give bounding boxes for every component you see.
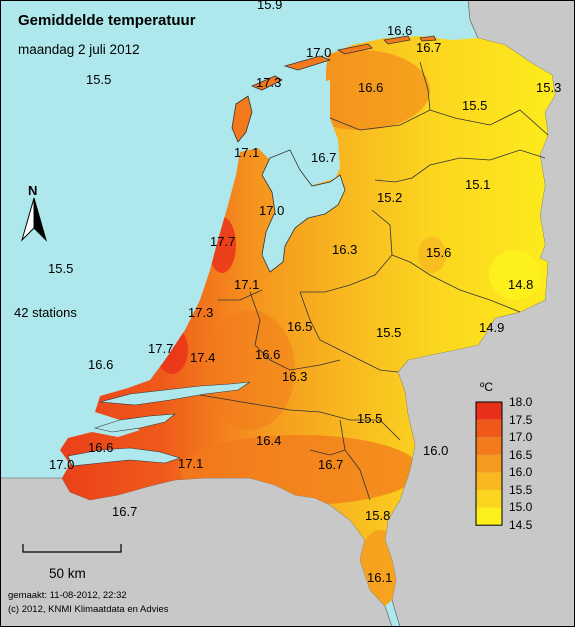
station-value: 17.1: [234, 277, 259, 292]
terschelling-island: [283, 55, 332, 71]
station-value: 17.3: [188, 305, 213, 320]
schiermonnikoog-island: [383, 35, 411, 45]
station-value: 15.1: [465, 177, 490, 192]
legend-tick: 18.0: [509, 395, 533, 409]
vlieland-island: [250, 75, 283, 91]
legend-swatch: [476, 454, 502, 473]
credits-copyright: (c) 2012, KNMI Klimaatdata en Advies: [8, 604, 169, 615]
station-value: 17.1: [178, 456, 203, 471]
scale-bar: 50 km: [22, 544, 122, 581]
ijsselmeer: [261, 149, 346, 273]
stations-count: 42 stations: [14, 305, 77, 320]
station-value: 14.8: [508, 277, 533, 292]
station-value: 16.7: [311, 150, 336, 165]
station-value: 17.0: [259, 203, 284, 218]
station-value: 16.3: [332, 242, 357, 257]
legend-tick: 17.0: [509, 430, 533, 444]
rottumeroog-island: [419, 35, 437, 42]
sea-value: 15.5: [48, 261, 73, 276]
station-value: 16.6: [358, 80, 383, 95]
legend-tick: 15.5: [509, 483, 533, 497]
north-arrow-icon: N: [20, 183, 48, 242]
station-value: 16.5: [287, 319, 312, 334]
station-value: 15.5: [376, 325, 401, 340]
credits-made: gemaakt: 11-08-2012, 22:32: [8, 590, 127, 601]
eastern-scheldt: [93, 413, 176, 433]
legend-swatch: [476, 472, 502, 490]
station-value: 17.0: [306, 45, 331, 60]
station-value: 16.0: [423, 443, 448, 458]
sea-value: 15.5: [86, 72, 111, 87]
station-value: 17.3: [256, 75, 281, 90]
svg-text:N: N: [28, 183, 37, 198]
legend-swatch: [476, 490, 502, 508]
svg-text:50 km: 50 km: [49, 566, 86, 581]
western-scheldt: [67, 447, 181, 467]
ameland-island: [336, 43, 373, 55]
station-value: 17.4: [190, 350, 215, 365]
station-value: 16.6: [387, 23, 412, 38]
station-value: 15.5: [357, 411, 382, 426]
map-subtitle: maandag 2 juli 2012: [18, 42, 140, 57]
station-value: 15.2: [377, 190, 402, 205]
sea-value: 16.6: [88, 357, 113, 372]
station-value: 16.6: [255, 347, 280, 362]
legend-unit: ºC: [480, 380, 493, 394]
legend-tick: 16.0: [509, 465, 533, 479]
province-borders: [199, 61, 549, 501]
temperature-legend: ºC 18.0 17.5 17.0 16.5 16.0 15.5 15.0 14…: [475, 380, 533, 532]
legend-tick: 17.5: [509, 413, 533, 427]
legend-tick: 14.5: [509, 518, 533, 532]
station-value: 14.9: [479, 320, 504, 335]
wadden-sea: [258, 80, 330, 148]
station-value: 16.6: [88, 440, 113, 455]
station-value: 15.8: [365, 508, 390, 523]
legend-tick: 15.0: [509, 500, 533, 514]
haringvliet: [99, 381, 251, 406]
station-value: 16.4: [256, 433, 281, 448]
station-value: 17.7: [148, 341, 173, 356]
station-value: 15.6: [426, 245, 451, 260]
station-value: 16.7: [318, 457, 343, 472]
station-value: 15.5: [462, 98, 487, 113]
station-value: 17.1: [234, 145, 259, 160]
legend-swatch: [476, 402, 502, 420]
station-value: 16.7: [416, 40, 441, 55]
legend-swatch: [476, 419, 502, 438]
station-value: 17.0: [49, 457, 74, 472]
station-value: 16.3: [282, 369, 307, 384]
station-value: 15.3: [536, 80, 561, 95]
texel-island: [231, 95, 253, 143]
station-value: 17.7: [210, 234, 235, 249]
station-value: 16.7: [112, 504, 137, 519]
legend-swatch: [476, 437, 502, 455]
station-values: 16.6 16.7 17.0 17.3 16.6 15.5 15.3 17.1 …: [49, 23, 561, 585]
legend-tick: 16.5: [509, 448, 533, 462]
station-value: 16.1: [367, 570, 392, 585]
legend-swatch: [476, 507, 502, 526]
sea-value: 15.9: [257, 0, 282, 12]
map-title: Gemiddelde temperatuur: [18, 12, 196, 29]
